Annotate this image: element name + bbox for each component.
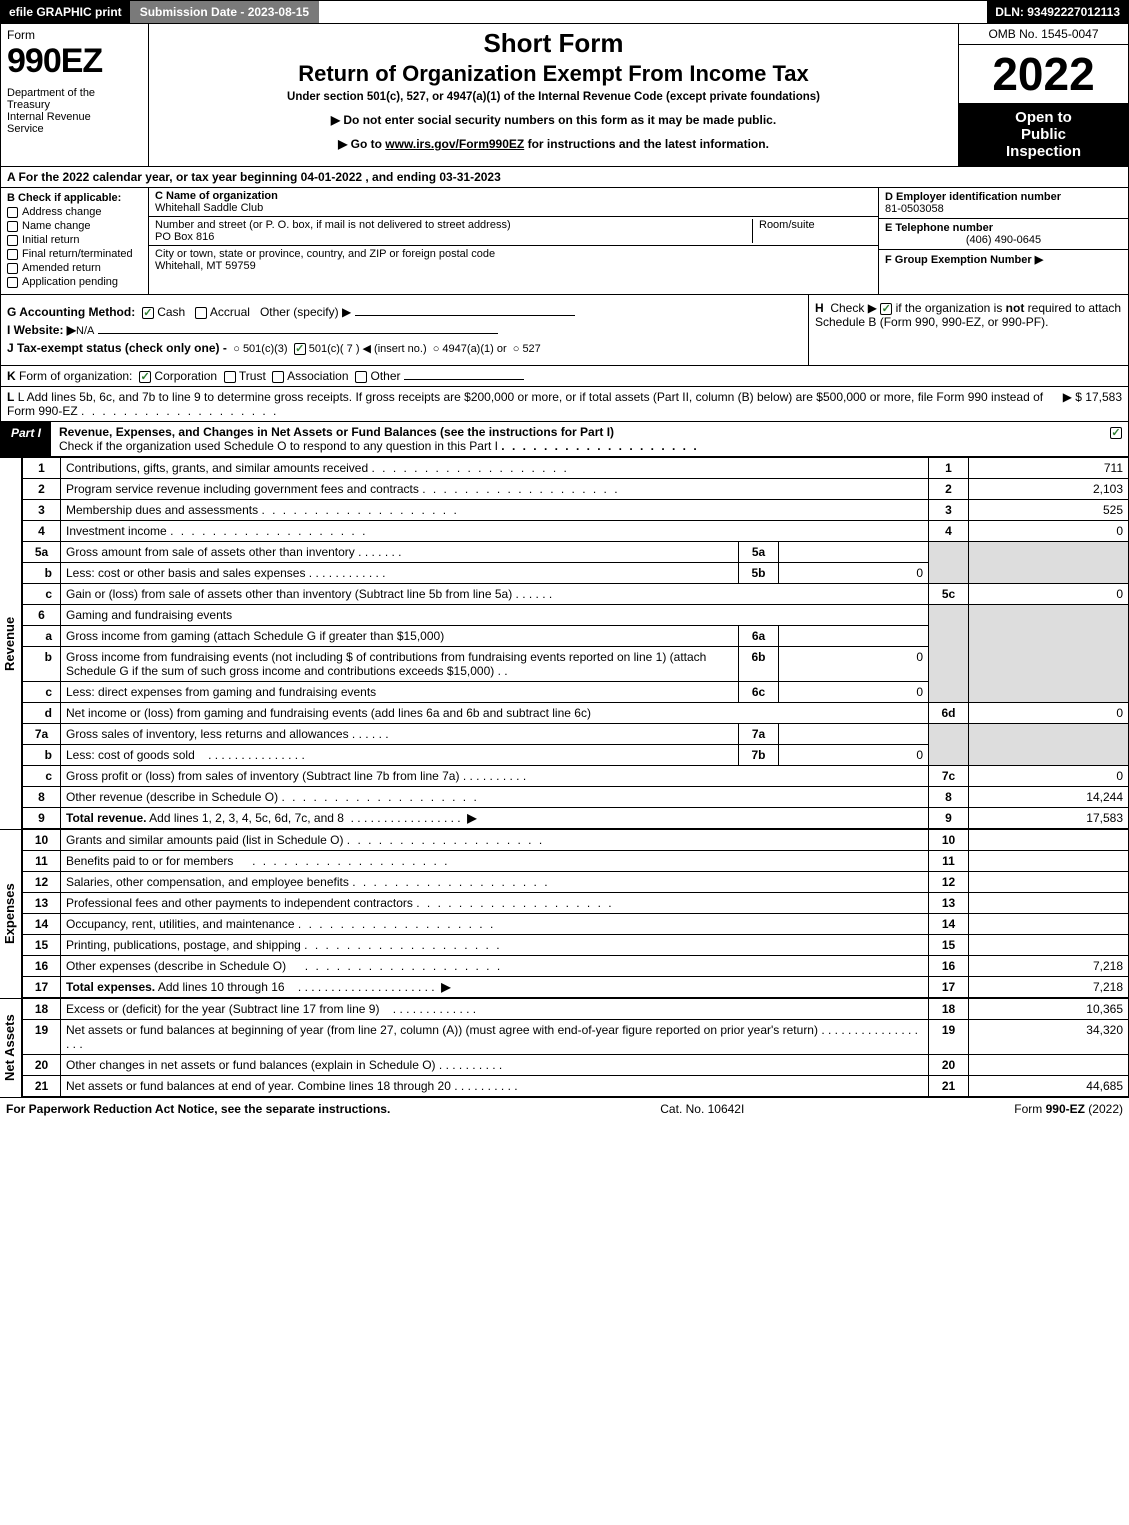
- chk-association[interactable]: [272, 371, 284, 383]
- goto-link[interactable]: ▶ Go to www.irs.gov/Form990EZ for instru…: [155, 137, 952, 151]
- chk-address-change[interactable]: [7, 207, 18, 218]
- part-1-sub: Check if the organization used Schedule …: [59, 439, 498, 453]
- ein-value: 81-0503058: [885, 203, 944, 215]
- dln: DLN: 93492227012113: [987, 1, 1128, 23]
- l-amount: ▶ $ 17,583: [1063, 390, 1122, 418]
- chk-501c[interactable]: [294, 343, 306, 355]
- no-ssn-notice: ▶ Do not enter social security numbers o…: [155, 113, 952, 127]
- chk-final-return[interactable]: [7, 249, 18, 260]
- top-bar: efile GRAPHIC print Submission Date - 20…: [0, 0, 1129, 24]
- revenue-side-label: Revenue: [0, 457, 22, 829]
- footer-mid: Cat. No. 10642I: [660, 1102, 744, 1116]
- expenses-table: 10Grants and similar amounts paid (list …: [22, 829, 1129, 998]
- chk-schedule-b[interactable]: [880, 303, 892, 315]
- g-accounting-method: G Accounting Method: Cash Accrual Other …: [7, 305, 802, 319]
- col-c-org-info: C Name of organization Whitehall Saddle …: [149, 188, 878, 294]
- dept-treasury: Department of theTreasuryInternal Revenu…: [7, 87, 142, 135]
- chk-initial-return[interactable]: [7, 235, 18, 246]
- tax-year: 2022: [959, 45, 1128, 103]
- expenses-side-label: Expenses: [0, 829, 22, 998]
- form-label: Form: [7, 28, 142, 42]
- chk-other-org[interactable]: [355, 371, 367, 383]
- k-form-org: K Form of organization: Corporation Trus…: [0, 366, 1129, 387]
- chk-name-change[interactable]: [7, 221, 18, 232]
- chk-cash[interactable]: [142, 307, 154, 319]
- l-gross-receipts: L L Add lines 5b, 6c, and 7b to line 9 t…: [0, 387, 1129, 422]
- chk-trust[interactable]: [224, 371, 236, 383]
- org-address: PO Box 816: [155, 231, 214, 243]
- i-website: I Website: ▶N/A: [7, 323, 802, 337]
- irs-link[interactable]: www.irs.gov/Form990EZ: [385, 137, 524, 151]
- col-b-checkboxes: B Check if applicable: Address change Na…: [1, 188, 149, 294]
- org-city: Whitehall, MT 59759: [155, 260, 256, 272]
- part-1-header: Part I Revenue, Expenses, and Changes in…: [0, 422, 1129, 457]
- block-g-h-i-j: G Accounting Method: Cash Accrual Other …: [0, 295, 1129, 366]
- f-group-exemption: F Group Exemption Number ▶: [885, 254, 1043, 266]
- footer-left: For Paperwork Reduction Act Notice, see …: [6, 1102, 390, 1116]
- footer-right: Form 990-EZ (2022): [1014, 1102, 1123, 1116]
- part-1-title: Revenue, Expenses, and Changes in Net As…: [59, 425, 614, 439]
- form-header: Form 990EZ Department of theTreasuryInte…: [0, 24, 1129, 167]
- org-name: Whitehall Saddle Club: [155, 202, 263, 214]
- chk-accrual[interactable]: [195, 307, 207, 319]
- chk-application-pending[interactable]: [7, 277, 18, 288]
- page-footer: For Paperwork Reduction Act Notice, see …: [0, 1097, 1129, 1120]
- j-tax-exempt: J Tax-exempt status (check only one) - ○…: [7, 341, 802, 355]
- phone-value: (406) 490-0645: [885, 234, 1122, 246]
- efile-print[interactable]: efile GRAPHIC print: [1, 1, 130, 23]
- short-form-title: Short Form: [155, 28, 952, 59]
- room-suite-label: Room/suite: [752, 219, 872, 243]
- under-section: Under section 501(c), 527, or 4947(a)(1)…: [155, 91, 952, 103]
- submission-date: Submission Date - 2023-08-15: [130, 1, 319, 23]
- form-number: 990EZ: [7, 42, 142, 81]
- c-city-label: City or town, state or province, country…: [155, 248, 495, 260]
- website-line: [98, 333, 498, 334]
- d-ein-label: D Employer identification number: [885, 191, 1061, 203]
- part-1-tab: Part I: [1, 422, 51, 456]
- c-addr-label: Number and street (or P. O. box, if mail…: [155, 219, 511, 231]
- other-specify-line[interactable]: [355, 315, 575, 316]
- block-b-to-f: B Check if applicable: Address change Na…: [0, 188, 1129, 295]
- b-title: B Check if applicable:: [7, 192, 142, 204]
- net-assets-side-label: Net Assets: [0, 998, 22, 1097]
- return-title: Return of Organization Exempt From Incom…: [155, 61, 952, 87]
- open-public-badge: Open toPublicInspection: [959, 103, 1128, 166]
- e-phone-label: E Telephone number: [885, 222, 993, 234]
- omb-number: OMB No. 1545-0047: [959, 24, 1128, 45]
- h-schedule-b: H Check ▶ if the organization is not req…: [808, 295, 1128, 365]
- chk-corporation[interactable]: [139, 371, 151, 383]
- c-name-label: C Name of organization: [155, 190, 278, 202]
- chk-schedule-o-part1[interactable]: [1110, 427, 1122, 439]
- chk-amended-return[interactable]: [7, 263, 18, 274]
- revenue-table: 1Contributions, gifts, grants, and simil…: [22, 457, 1129, 829]
- net-assets-table: 18Excess or (deficit) for the year (Subt…: [22, 998, 1129, 1097]
- col-def: D Employer identification number 81-0503…: [878, 188, 1128, 294]
- row-a-tax-year: A For the 2022 calendar year, or tax yea…: [0, 167, 1129, 188]
